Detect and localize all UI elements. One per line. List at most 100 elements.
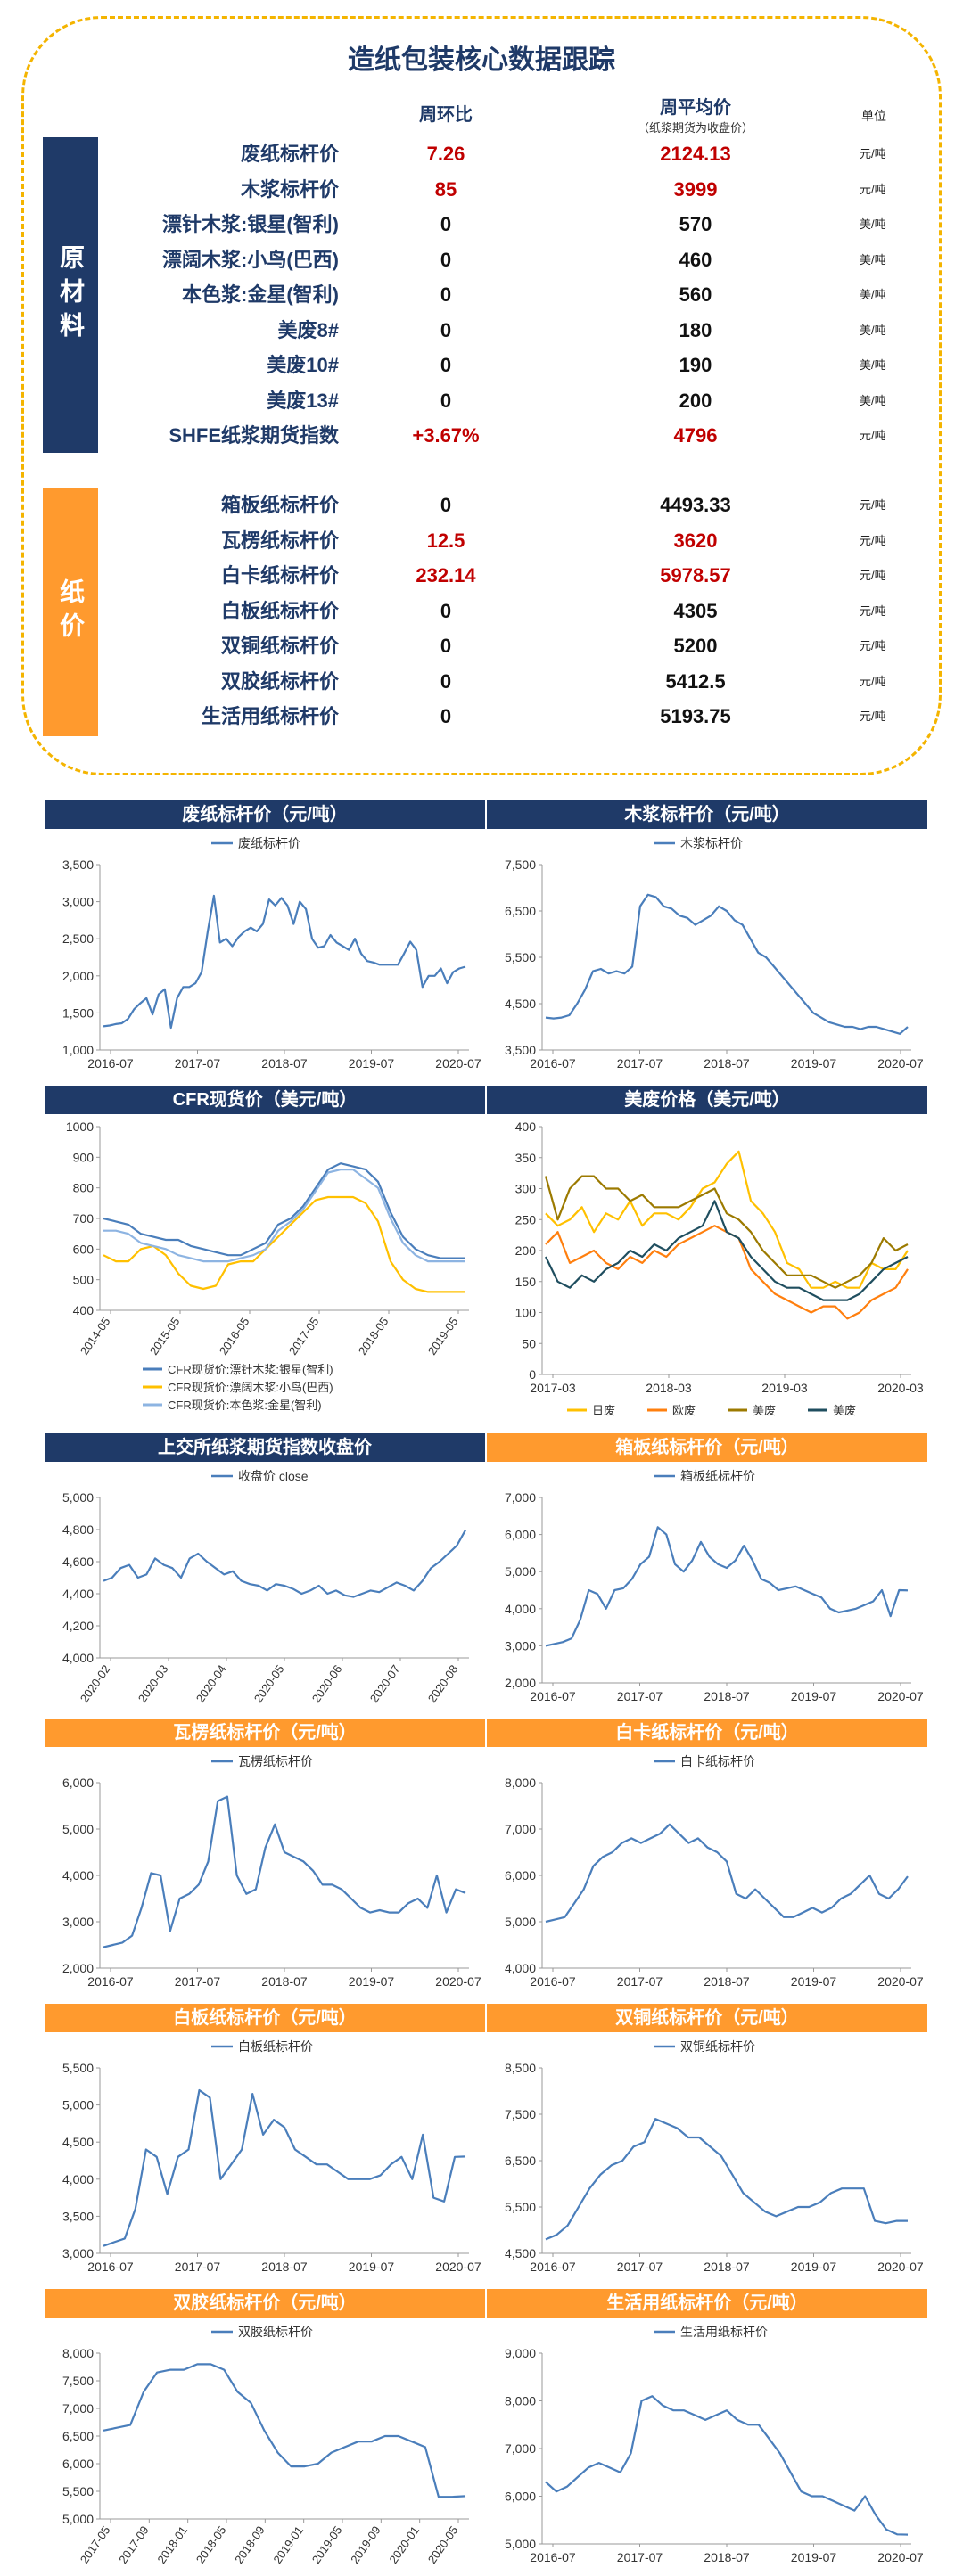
y-tick-label: 5,500	[62, 2061, 94, 2075]
legend-label: 双胶纸标杆价	[238, 2325, 313, 2339]
x-tick-label: 2019-07	[349, 1056, 395, 1071]
x-tick-label: 2020-02	[78, 1662, 113, 1705]
legend-label: CFR现货价:漂针木浆:银星(智利)	[168, 1363, 333, 1376]
y-tick-label: 700	[73, 1211, 95, 1226]
row-avg: 4796	[673, 424, 718, 447]
y-tick-label: 3,000	[62, 895, 94, 909]
chart-svg: 生活用纸标杆价 5,000 6,000 7,000 8,000 9,000 2016-07 2…	[505, 2325, 924, 2564]
series-line	[103, 2088, 466, 2247]
row-unit: 美/吨	[860, 217, 886, 231]
y-tick-label: 5,000	[62, 1822, 94, 1836]
chart-title: 木浆标杆价（元/吨）	[487, 800, 927, 829]
row-change: 0	[440, 354, 452, 376]
row-unit: 美/吨	[860, 288, 886, 301]
row-name: 木浆标杆价	[240, 177, 339, 201]
x-tick-label: 2020-07	[435, 2260, 482, 2274]
legend-item: 废纸标杆价	[211, 836, 300, 850]
x-tick-label: 2020-07	[877, 2260, 924, 2274]
row-avg: 180	[679, 318, 712, 341]
row-change: 0	[440, 635, 452, 657]
table-row: 本色浆:金星(智利) 0 560 美/吨	[0, 278, 963, 312]
series-line	[545, 893, 909, 1035]
x-tick-label: 2019-03	[761, 1381, 808, 1395]
y-tick-label: 5,500	[505, 2200, 536, 2214]
legend-label: 木浆标杆价	[680, 836, 743, 850]
table-row: 漂针木浆:银星(智利) 0 570 美/吨	[0, 208, 963, 242]
row-avg: 560	[679, 283, 712, 306]
header-unit-label: 单位	[861, 109, 886, 123]
row-avg: 2124.13	[660, 143, 731, 165]
row-change: 0	[440, 705, 452, 727]
header-avg: 周平均价 （纸浆期货为收盘价）	[606, 93, 785, 135]
series-line	[545, 2118, 908, 2241]
x-tick-label: 2016-07	[87, 2260, 134, 2274]
y-tick-label: 5,000	[62, 2098, 94, 2112]
chart-title: 上交所纸浆期货指数收盘价	[45, 1433, 485, 1462]
chart-svg: 收盘价 close 4,000 4,200 4,400 4,600 4,800 5,000 2…	[62, 1469, 469, 1705]
row-name: 废纸标杆价	[240, 143, 339, 165]
row-change: 12.5	[426, 529, 465, 552]
legend-item: CFR现货价:漂阔木浆:小鸟(巴西)	[143, 1381, 333, 1394]
x-tick-label: 2019-01	[270, 2523, 306, 2566]
row-change: 0	[440, 213, 452, 235]
chart-panel: 美废价格（美元/吨） 日废 欧废 美废 美废 0 50 100 150 200 250 300 350 4…	[487, 1086, 927, 1424]
chart-svg: 双铜纸标杆价 4,500 5,500 6,500 7,500 8,500 2016-07 20…	[505, 2039, 924, 2274]
y-tick-label: 50	[522, 1336, 536, 1350]
series-line	[103, 1530, 466, 1598]
y-tick-label: 8,500	[505, 2061, 536, 2075]
table-row: 双胶纸标杆价 0 5412.5 元/吨	[0, 665, 963, 699]
x-tick-label: 2020-01	[386, 2523, 422, 2566]
chart-panel: 白板纸标杆价（元/吨） 白板纸标杆价 3,000 3,500 4,000 4,500 5,0…	[45, 2004, 485, 2280]
x-tick-label: 2016-07	[87, 1974, 134, 1989]
y-tick-label: 7,000	[505, 1822, 536, 1836]
chart-title: CFR现货价（美元/吨）	[45, 1086, 485, 1114]
y-tick-label: 3,000	[62, 2246, 94, 2260]
x-tick-label: 2020-07	[877, 2550, 924, 2564]
legend-label: 美废	[753, 1404, 776, 1417]
y-tick-label: 6,000	[505, 1868, 536, 1883]
y-tick-label: 8,000	[62, 2346, 94, 2360]
x-tick-label: 2018-09	[232, 2523, 268, 2566]
x-tick-label: 2017-05	[286, 1315, 322, 1358]
x-tick-label: 2019-07	[791, 1056, 837, 1071]
legend-label: 白卡纸标杆价	[680, 1754, 755, 1768]
x-tick-label: 2017-07	[175, 1974, 221, 1989]
row-name: 本色浆:金星(智利)	[182, 283, 339, 306]
y-tick-label: 4,000	[505, 1961, 536, 1975]
x-tick-label: 2017-07	[175, 1056, 221, 1071]
chart-panel: 白卡纸标杆价（元/吨） 白卡纸标杆价 4,000 5,000 6,000 7,000 8,0…	[487, 1719, 927, 1995]
series-line	[545, 2395, 909, 2536]
series-line	[103, 1168, 465, 1263]
header-change-label: 周环比	[419, 105, 473, 125]
chart-title: 废纸标杆价（元/吨）	[45, 800, 485, 829]
legend-label: 箱板纸标杆价	[680, 1469, 755, 1483]
y-tick-label: 4,400	[62, 1587, 94, 1601]
chart-title: 双胶纸标杆价（元/吨）	[45, 2289, 485, 2318]
chart-svg: 木浆标杆价 3,500 4,500 5,500 6,500 7,500 2016-07 201…	[505, 836, 924, 1071]
x-tick-label: 2020-03	[877, 1381, 924, 1395]
row-unit: 元/吨	[860, 429, 886, 442]
row-avg: 5200	[673, 635, 718, 657]
y-tick-label: 4,000	[62, 1868, 94, 1883]
header-change: 周环比	[383, 100, 508, 126]
legend-label: 瓦楞纸标杆价	[238, 1754, 313, 1768]
x-tick-label: 2018-07	[704, 1974, 750, 1989]
legend-item: 瓦楞纸标杆价	[211, 1754, 313, 1768]
chart-title: 白板纸标杆价（元/吨）	[45, 2004, 485, 2032]
chart-panel: 上交所纸浆期货指数收盘价收盘价 close 4,000 4,200 4,400 4,60…	[45, 1433, 485, 1710]
y-tick-label: 5,000	[505, 1564, 536, 1579]
row-change: 0	[440, 389, 452, 412]
legend-label: CFR现货价:漂阔木浆:小鸟(巴西)	[168, 1381, 333, 1394]
row-unit: 元/吨	[860, 533, 886, 547]
x-tick-label: 2018-07	[261, 1056, 308, 1071]
row-change: 0	[440, 283, 452, 306]
table-row: 白卡纸标杆价 232.14 5978.57 元/吨	[0, 559, 963, 593]
y-tick-label: 3,000	[62, 1915, 94, 1929]
summary-frame	[21, 16, 942, 775]
x-tick-label: 2018-07	[704, 1689, 750, 1703]
x-tick-label: 2019-07	[791, 1689, 837, 1703]
table-row: 箱板纸标杆价 0 4493.33 元/吨	[0, 488, 963, 522]
legend-label: 白板纸标杆价	[238, 2039, 313, 2054]
chart-title: 美废价格（美元/吨）	[487, 1086, 927, 1114]
y-tick-label: 6,500	[505, 2154, 536, 2168]
